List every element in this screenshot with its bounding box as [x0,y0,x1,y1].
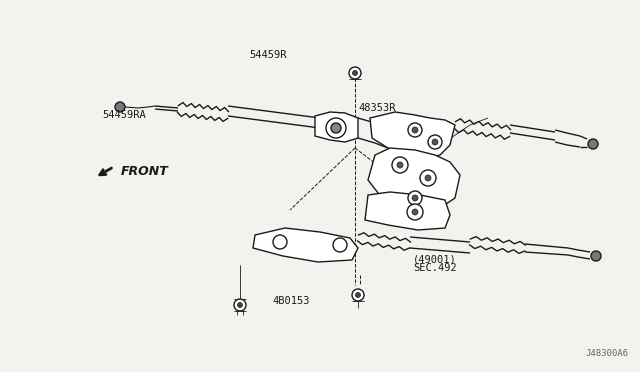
Circle shape [115,102,125,112]
Circle shape [392,157,408,173]
Circle shape [352,289,364,301]
Circle shape [432,139,438,145]
Circle shape [273,235,287,249]
Polygon shape [253,228,358,262]
Text: 54459RA: 54459RA [102,110,146,120]
Circle shape [408,191,422,205]
Circle shape [591,251,601,261]
Text: 54459R: 54459R [250,50,287,60]
Circle shape [234,299,246,311]
Polygon shape [315,112,358,142]
Text: J48300A6: J48300A6 [585,349,628,358]
Polygon shape [365,192,450,230]
Text: 4B0153: 4B0153 [272,296,310,306]
Circle shape [420,170,436,186]
Circle shape [412,209,418,215]
Circle shape [412,127,418,133]
Circle shape [397,162,403,168]
Circle shape [353,71,358,76]
Circle shape [428,135,442,149]
Text: (49001): (49001) [413,254,456,264]
Text: FRONT: FRONT [120,166,168,178]
Circle shape [326,118,346,138]
Circle shape [588,139,598,149]
Circle shape [237,302,243,308]
Text: SEC.492: SEC.492 [413,263,456,273]
Circle shape [412,195,418,201]
Circle shape [331,123,341,133]
Polygon shape [368,148,460,210]
Circle shape [355,292,360,298]
Circle shape [408,123,422,137]
Circle shape [333,238,347,252]
Circle shape [425,175,431,181]
Circle shape [407,204,423,220]
Circle shape [349,67,361,79]
Text: 48353R: 48353R [358,103,396,113]
Polygon shape [370,112,455,158]
